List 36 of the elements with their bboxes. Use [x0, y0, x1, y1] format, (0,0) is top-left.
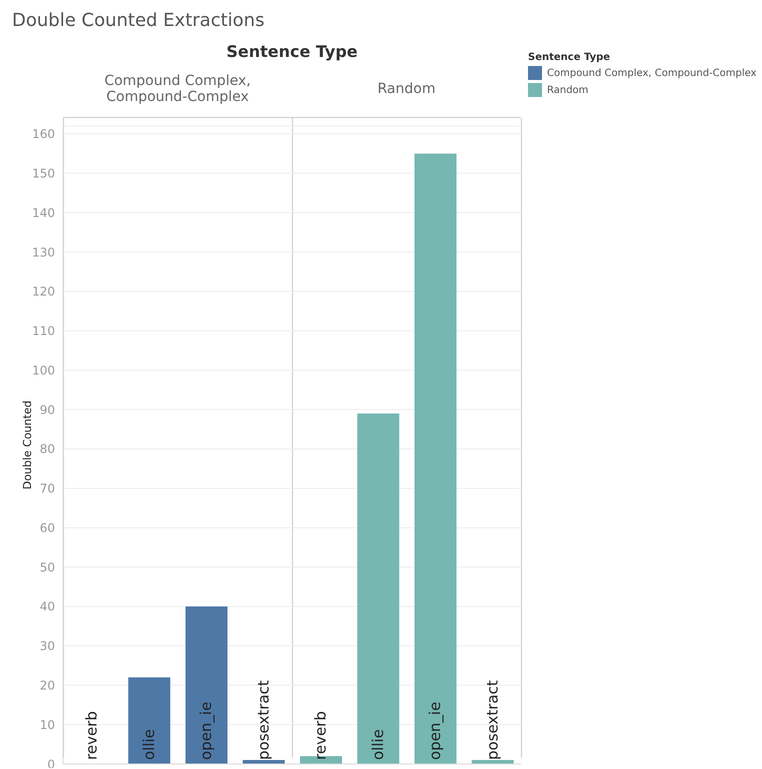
text: Compound Complex, Compound-Complex	[104, 72, 251, 104]
x-tick-label: ollie	[140, 729, 158, 760]
y-tick-label: 10	[40, 718, 55, 732]
y-tick-label: 110	[32, 324, 55, 338]
y-axis-title: Double Counted	[20, 400, 34, 490]
x-tick-label: posextract	[483, 680, 502, 760]
y-tick-label: 120	[32, 284, 55, 299]
y-tick-label: 40	[40, 600, 55, 614]
chart-title: Double Counted Extractions	[12, 10, 264, 31]
bar	[357, 413, 400, 764]
y-tick-label: 50	[40, 560, 55, 574]
y-tick-label: 100	[32, 363, 55, 378]
y-tick-label: 140	[32, 206, 55, 220]
text: Random	[378, 80, 436, 96]
x-tick-label: reverb	[312, 711, 330, 760]
bar	[414, 154, 456, 764]
y-tick-label: 20	[40, 678, 55, 692]
x-tick-label: open_ie	[197, 702, 216, 760]
x-tick-label: reverb	[82, 711, 101, 760]
y-tick-label: 160	[32, 127, 55, 142]
y-tick-label: 70	[40, 482, 55, 496]
y-tick-label: 60	[40, 520, 55, 535]
x-tick-label: posextract	[254, 680, 272, 760]
y-tick-label: 150	[32, 166, 55, 181]
x-tick-label: open_ie	[426, 702, 444, 760]
y-tick-label: 130	[32, 245, 55, 260]
x-tick-label: ollie	[368, 729, 387, 760]
bar	[186, 606, 228, 764]
legend-label: Compound Complex, Compound-Complex	[547, 68, 757, 78]
legend-label: Random	[547, 84, 588, 96]
legend-title: Sentence Type	[528, 52, 612, 63]
bar	[128, 677, 170, 764]
y-tick-label: 80	[40, 442, 55, 456]
text: Sentence Type	[226, 42, 358, 61]
y-tick-label: 90	[40, 402, 55, 417]
y-tick-label: 30	[40, 639, 55, 654]
